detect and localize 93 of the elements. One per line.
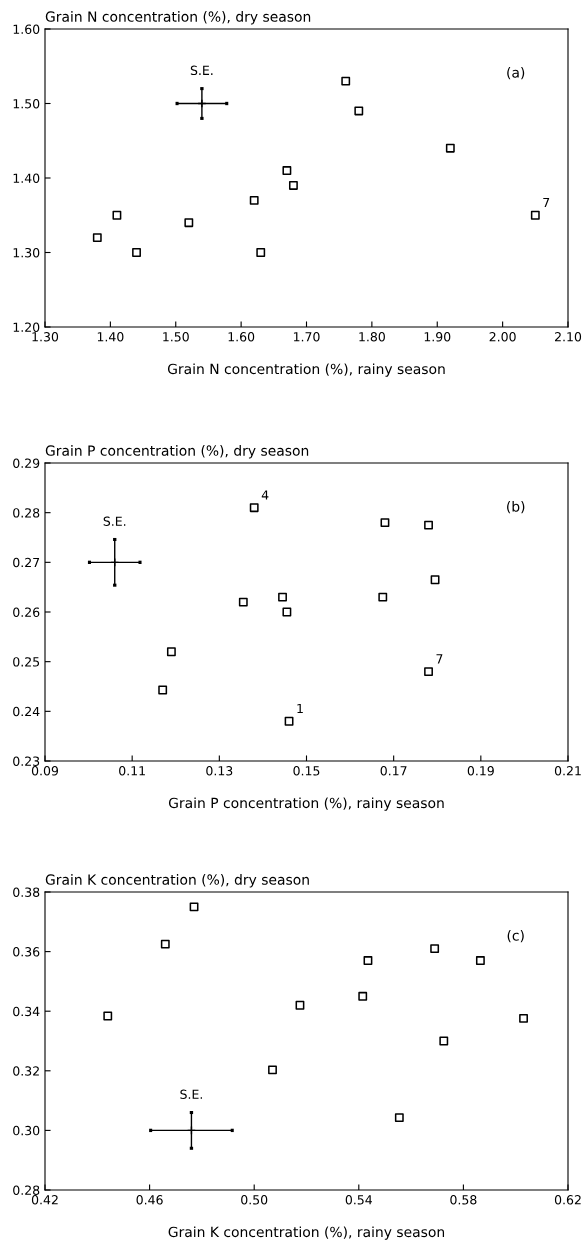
x-tick-label: 1.60	[228, 332, 255, 342]
point	[103, 1011, 113, 1021]
point	[424, 520, 433, 530]
point	[445, 143, 455, 153]
point	[282, 607, 292, 617]
y-tick-label: 0.24	[13, 706, 40, 717]
point	[249, 503, 259, 513]
x-tick-label: 1.90	[424, 332, 451, 342]
annotation: (a)	[507, 66, 525, 80]
point	[354, 106, 364, 116]
x-tick-label: 0.19	[467, 766, 494, 776]
x-tick-label: 1.70	[293, 332, 320, 342]
annotation: 7	[543, 197, 550, 208]
point	[132, 248, 141, 257]
y-tick-label: 0.34	[13, 1006, 40, 1017]
y-tick-label: 0.29	[13, 458, 40, 468]
point	[394, 1113, 404, 1123]
point	[430, 575, 440, 585]
x-tick-label: 0.50	[241, 1195, 268, 1205]
x-tick-label: 0.13	[206, 766, 233, 776]
point	[158, 685, 168, 695]
point	[284, 716, 294, 726]
y-tick-label: 0.26	[13, 607, 40, 617]
point	[112, 210, 122, 220]
point	[519, 1013, 528, 1023]
x-tick-label: 0.62	[554, 1195, 581, 1205]
x-tick-label: 0.58	[450, 1195, 477, 1205]
annotation: 4	[261, 490, 269, 500]
text: S.E.	[190, 65, 213, 76]
annotation: 1	[297, 704, 303, 714]
x-tick-label: 0.17	[380, 766, 407, 776]
point	[378, 592, 388, 602]
y-tick-label: 1.20	[13, 322, 40, 332]
x-tick-label: 1.40	[97, 332, 124, 342]
x-tick-label: 0.46	[136, 1195, 163, 1205]
point	[424, 667, 433, 677]
y-tick-label: 0.27	[13, 557, 40, 568]
y-axis-title: Grain P concentration (%), dry season	[45, 445, 309, 459]
x-tick-label: 0.09	[31, 766, 59, 776]
y-tick-label: 0.23	[13, 756, 40, 766]
x-tick-label: 0.42	[31, 1195, 58, 1205]
point	[358, 991, 368, 1001]
text: S.E.	[180, 1089, 202, 1099]
point	[268, 1065, 277, 1075]
point	[439, 1036, 449, 1046]
y-axis-title: Grain K concentration (%), dry season	[45, 874, 309, 888]
point	[363, 956, 373, 965]
y-tick-label: 0.30	[13, 1125, 40, 1136]
x-tick-label: 0.21	[554, 766, 581, 776]
y-tick-label: 1.30	[13, 247, 40, 258]
point	[530, 210, 540, 220]
y-tick-label: 0.32	[13, 1066, 39, 1076]
y-axis-title: Grain N concentration (%), dry season	[45, 11, 311, 25]
point	[341, 76, 351, 86]
point	[278, 592, 287, 602]
x-tick-label: 0.11	[119, 766, 145, 776]
x-axis-title: Grain N concentration (%), rainy season	[167, 363, 445, 377]
y-tick-label: 0.28	[13, 1185, 40, 1195]
x-axis-title: Grain K concentration (%), rainy season	[168, 1226, 445, 1240]
point	[184, 218, 194, 228]
point	[295, 1000, 305, 1010]
y-tick-label: 1.60	[13, 24, 40, 34]
x-tick-label: 0.15	[293, 766, 320, 776]
point	[430, 944, 440, 954]
y-tick-label: 0.28	[13, 508, 40, 518]
x-tick-label: 1.80	[359, 332, 385, 342]
x-tick-label: 1.30	[32, 332, 59, 342]
x-tick-label: 1.50	[163, 332, 189, 342]
point	[380, 518, 390, 528]
point	[189, 902, 199, 912]
annotation: (b)	[507, 500, 525, 514]
annotation: 7	[436, 654, 443, 664]
point	[160, 939, 170, 949]
point	[92, 233, 102, 243]
x-axis-title: Grain P concentration (%), rainy season	[168, 797, 444, 811]
y-tick-label: 0.38	[13, 887, 40, 897]
point	[475, 956, 485, 965]
point	[249, 195, 259, 205]
point	[288, 181, 298, 190]
x-tick-label: 2.00	[489, 332, 516, 342]
point	[282, 166, 292, 175]
annotation: (c)	[507, 929, 524, 943]
y-tick-label: 1.40	[13, 173, 40, 183]
point	[238, 597, 248, 607]
point	[256, 248, 266, 257]
point	[166, 647, 176, 657]
text: S.E.	[103, 516, 126, 526]
point	[197, 99, 207, 108]
y-tick-label: 0.25	[13, 657, 40, 667]
x-tick-label: 0.54	[345, 1195, 373, 1205]
y-tick-label: 1.50	[13, 98, 40, 109]
y-tick-label: 0.36	[13, 947, 40, 957]
x-tick-label: 2.10	[555, 332, 582, 342]
